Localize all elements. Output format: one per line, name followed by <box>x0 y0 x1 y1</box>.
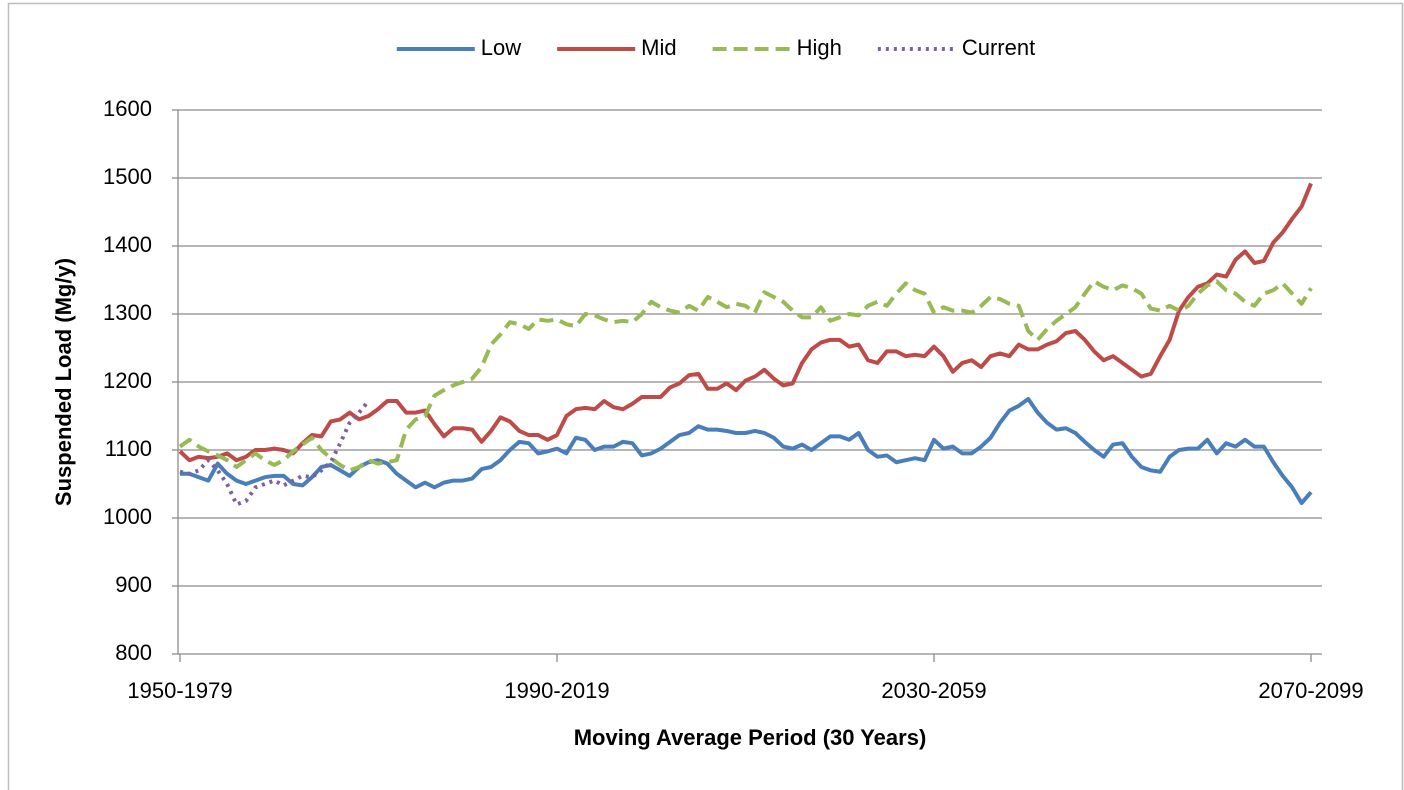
y-tick-label: 1300 <box>103 300 152 325</box>
y-tick-label: 1500 <box>103 164 152 189</box>
legend-label: Mid <box>641 35 676 60</box>
y-tick-label: 1200 <box>103 368 152 393</box>
legend-label: High <box>797 35 842 60</box>
y-axis-title: Suspended Load (Mg/y) <box>51 258 76 506</box>
y-tick-label: 800 <box>115 640 152 665</box>
x-axis-title: Moving Average Period (30 Years) <box>574 725 927 750</box>
y-tick-label: 1000 <box>103 504 152 529</box>
chart-border <box>7 2 1404 790</box>
y-tick-label: 1400 <box>103 232 152 257</box>
x-tick-label: 1990-2019 <box>504 678 609 703</box>
series-line <box>178 279 1313 473</box>
x-tick-label: 1950-1979 <box>127 678 232 703</box>
legend-label: Current <box>962 35 1035 60</box>
y-tick-label: 900 <box>115 572 152 597</box>
x-tick-label: 2070-2099 <box>1258 678 1363 703</box>
x-tick-label: 2030-2059 <box>881 678 986 703</box>
legend-label: Low <box>481 35 521 60</box>
y-tick-label: 1100 <box>105 436 152 461</box>
y-tick-label: 1600 <box>103 96 152 121</box>
series-line <box>178 182 1313 463</box>
